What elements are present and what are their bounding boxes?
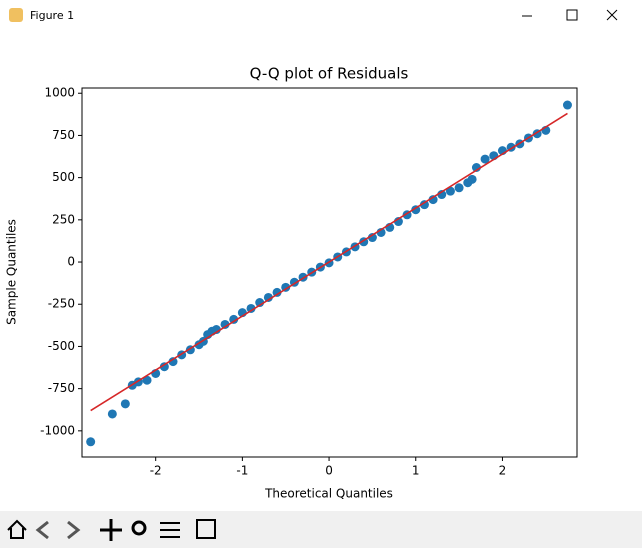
point (211, 325, 221, 335)
y-tick-label: -1000 (40, 423, 75, 437)
toolbar (0, 511, 642, 548)
point (229, 314, 239, 324)
save-button[interactable] (196, 519, 216, 539)
window-title: Figure 1 (30, 9, 74, 22)
y-axis-label: Sample Quantiles (5, 219, 19, 325)
y-tick-label: -250 (48, 297, 75, 311)
y-tick-label: 750 (52, 128, 75, 142)
point (419, 200, 429, 210)
point (367, 233, 377, 243)
y-tick-label: 250 (52, 212, 75, 226)
x-tick-label: 1 (412, 464, 420, 478)
x-tick-label: 2 (499, 464, 507, 478)
x-tick-label: -2 (150, 464, 162, 478)
point (142, 375, 152, 385)
y-tick-label: -500 (48, 339, 75, 353)
subplots-button[interactable] (160, 522, 180, 538)
plot-frame (81, 87, 578, 458)
point (255, 298, 265, 308)
point (272, 287, 282, 297)
maximize-button[interactable] (566, 9, 578, 21)
home-button[interactable] (7, 519, 27, 539)
point (480, 154, 490, 164)
zoom-button[interactable] (131, 520, 147, 536)
point (107, 409, 117, 419)
point (471, 163, 481, 173)
y-tick-label: 500 (52, 170, 75, 184)
point (220, 319, 230, 329)
point (86, 437, 96, 447)
y-tick-label: 0 (67, 255, 75, 269)
chart-title: Q-Q plot of Residuals (250, 65, 409, 83)
pan-button[interactable] (100, 519, 122, 541)
point (393, 217, 403, 227)
point (454, 183, 464, 193)
forward-button[interactable] (67, 520, 81, 540)
y-tick-label: -750 (48, 381, 75, 395)
fit-line (90, 112, 568, 412)
point (467, 174, 477, 184)
point (562, 100, 572, 110)
point (428, 195, 438, 205)
x-tick-label: 0 (325, 464, 333, 478)
point (159, 362, 169, 372)
point (120, 399, 130, 409)
point (168, 357, 178, 367)
app-icon (9, 8, 23, 22)
x-tick-label: -1 (236, 464, 248, 478)
point (246, 303, 256, 313)
point (263, 292, 273, 302)
back-button[interactable] (35, 520, 49, 540)
close-button[interactable] (606, 9, 618, 21)
title-bar (0, 0, 642, 32)
x-axis-label: Theoretical Quantiles (264, 487, 393, 501)
point (437, 190, 447, 200)
y-tick-label: 1000 (44, 86, 75, 100)
point (445, 186, 455, 196)
